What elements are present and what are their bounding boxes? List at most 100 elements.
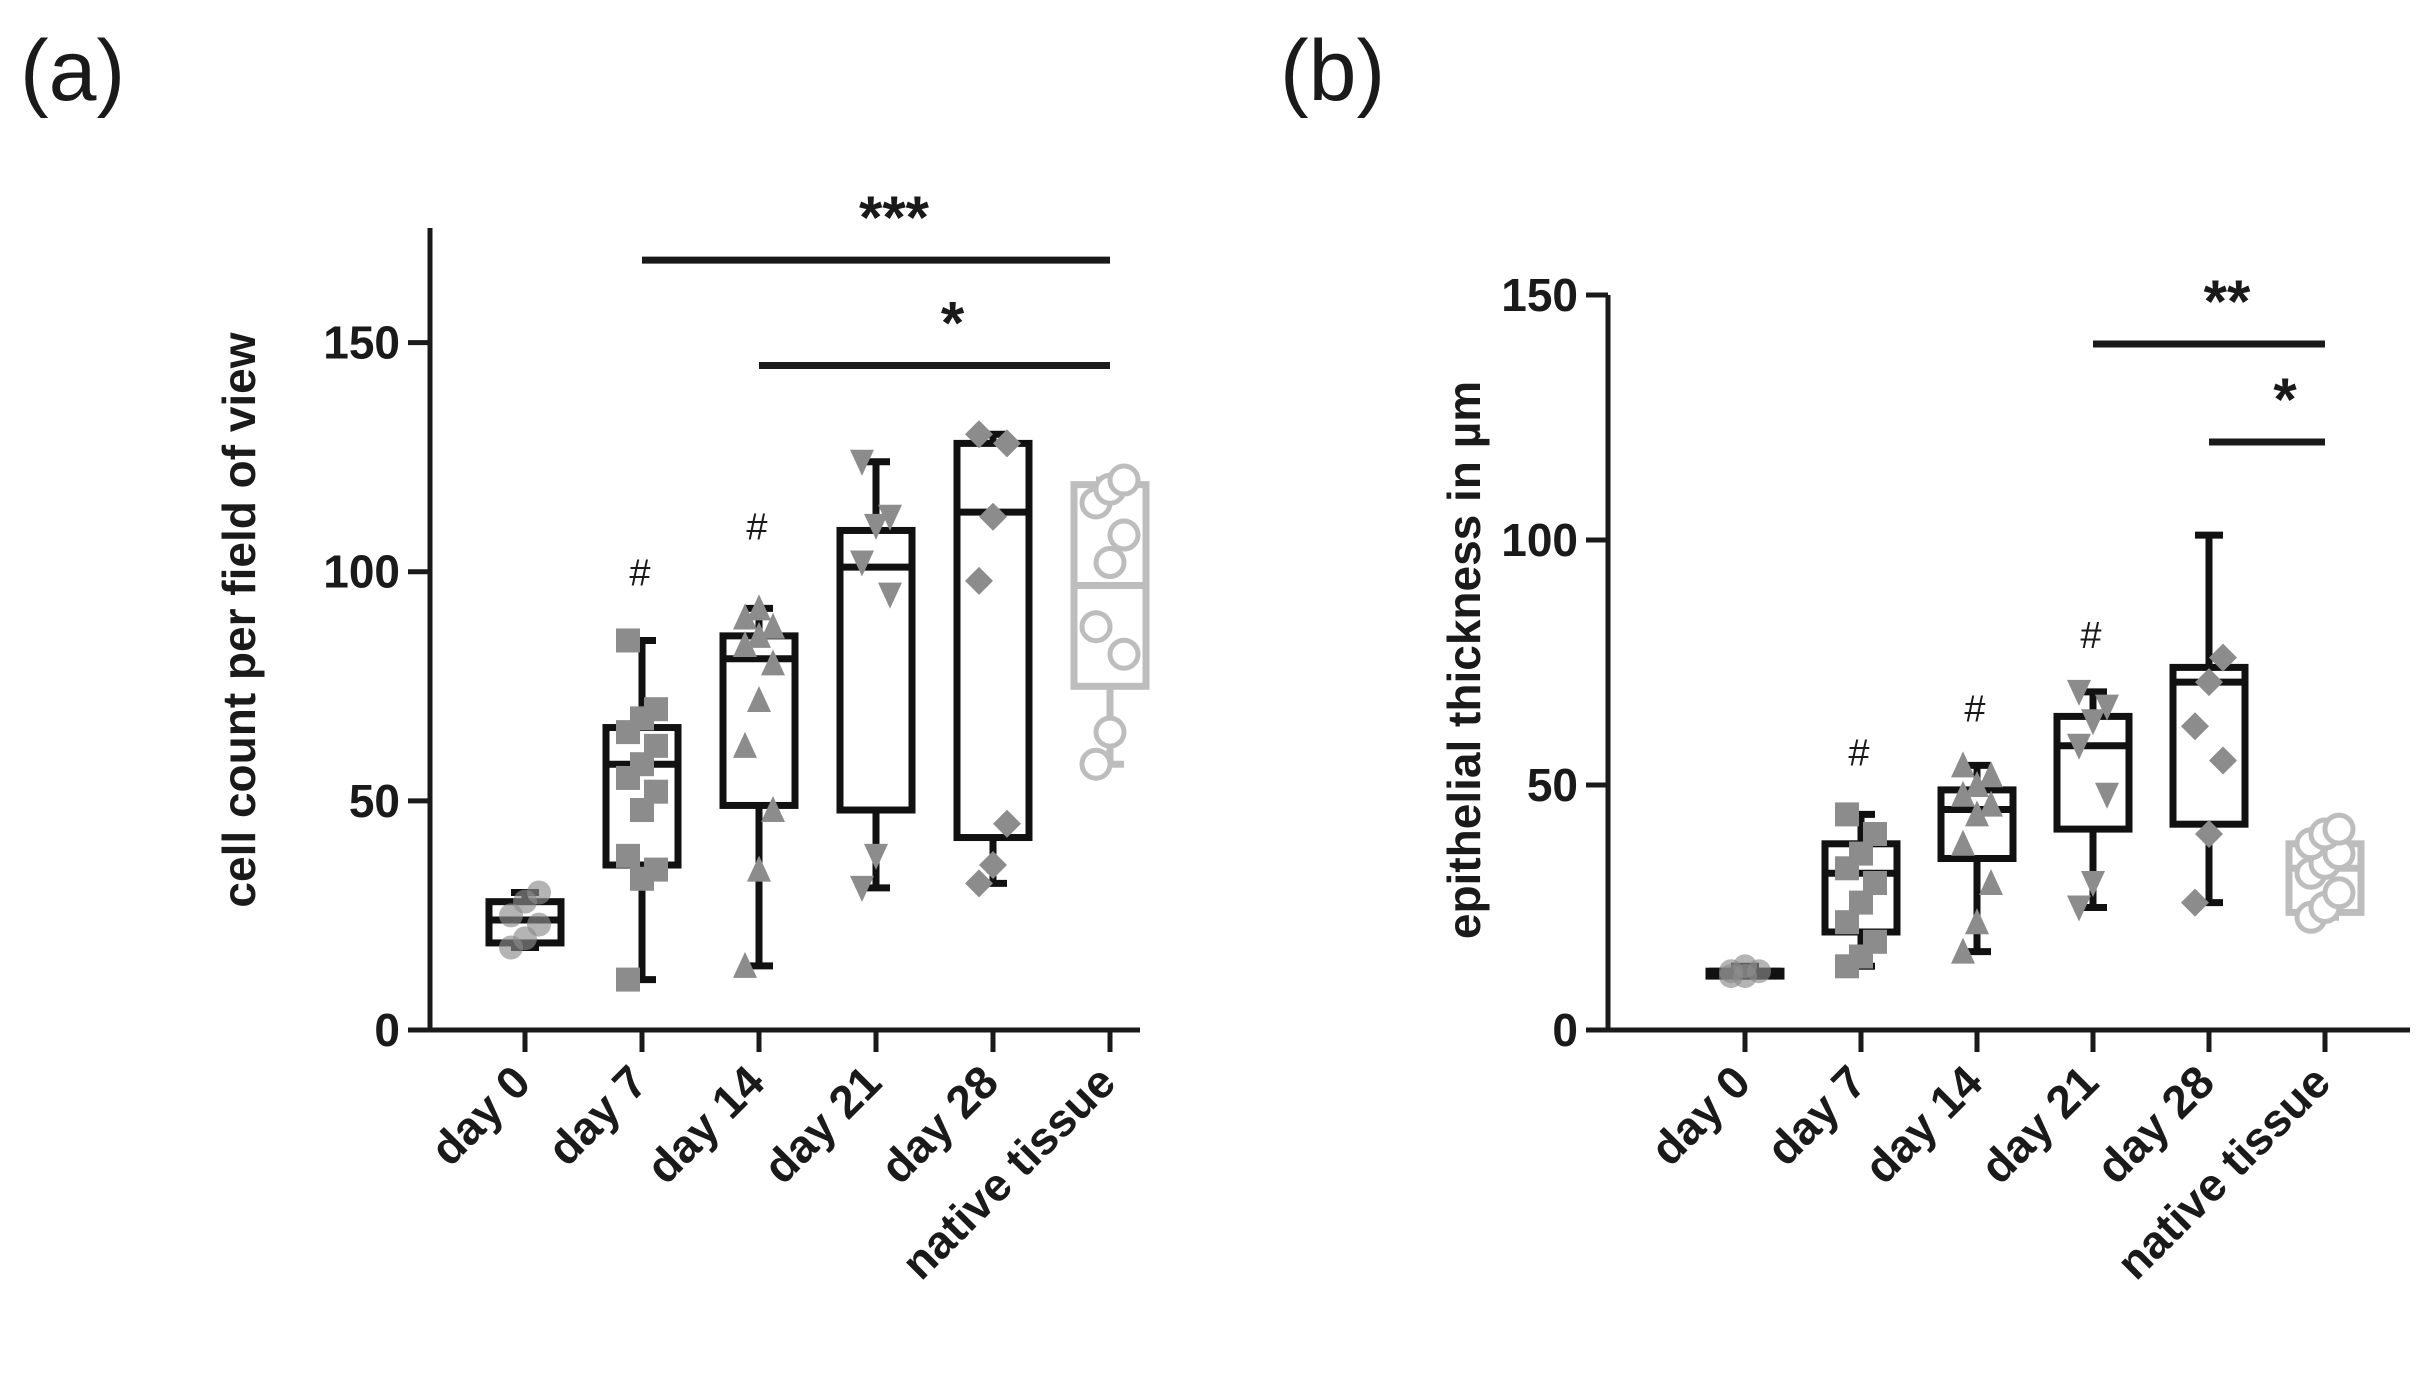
data-point — [850, 449, 874, 476]
y-tick-label: 0 — [1552, 1004, 1578, 1056]
x-tick-label: day 21 — [753, 1055, 891, 1193]
x-tick-label: day 14 — [1854, 1055, 1992, 1193]
data-point — [2081, 709, 2105, 736]
data-point — [1733, 954, 1757, 979]
data-point — [850, 875, 874, 902]
box-iqr — [953, 439, 1033, 842]
data-point — [850, 550, 874, 577]
data-point — [2209, 643, 2237, 672]
hash-mark: # — [746, 507, 767, 549]
y-tick-label: 0 — [374, 1004, 400, 1056]
data-point — [1079, 747, 1113, 781]
data-point — [1979, 790, 2003, 817]
panel-label: (a) — [20, 23, 125, 119]
x-tick-label: day 14 — [636, 1055, 774, 1193]
y-axis-label: cell count per field of view — [213, 332, 265, 907]
data-point — [1965, 908, 1989, 935]
x-tick-label: day 0 — [420, 1055, 540, 1175]
data-point — [527, 880, 551, 905]
hash-mark: # — [1848, 732, 1869, 774]
data-point — [979, 502, 1007, 531]
panel-label: (b) — [1280, 23, 1385, 119]
data-point — [1979, 869, 2003, 895]
y-tick-label: 50 — [349, 775, 400, 827]
y-tick-label: 100 — [1501, 514, 1578, 566]
data-point — [1863, 822, 1887, 846]
data-point — [1107, 518, 1141, 552]
data-point — [2209, 746, 2237, 775]
y-tick-label: 50 — [1527, 759, 1578, 811]
data-point — [644, 733, 668, 758]
data-point — [2067, 679, 2091, 706]
data-point — [761, 796, 785, 823]
significance-label: * — [2273, 366, 2297, 433]
box-iqr — [836, 526, 916, 814]
data-point — [1835, 802, 1859, 827]
hash-mark: # — [629, 552, 650, 594]
data-point — [864, 843, 888, 870]
hash-mark: # — [2080, 615, 2101, 657]
data-point — [644, 779, 668, 804]
data-point — [2067, 895, 2091, 922]
data-point — [979, 851, 1007, 880]
x-tick-label: day 21 — [1970, 1055, 2108, 1193]
data-point — [2195, 820, 2223, 848]
data-point — [878, 504, 902, 531]
data-point — [993, 429, 1021, 458]
data-point — [2322, 812, 2356, 846]
data-point — [616, 967, 640, 992]
data-point — [1863, 871, 1887, 895]
x-tick-label: day 0 — [1640, 1055, 1760, 1175]
data-point — [761, 612, 785, 639]
data-point — [1107, 637, 1141, 671]
data-point — [747, 855, 771, 882]
significance-label: *** — [859, 184, 930, 251]
data-point — [1093, 546, 1127, 580]
hash-mark: # — [1964, 688, 1985, 730]
data-point — [1107, 463, 1141, 497]
data-point — [733, 603, 757, 630]
data-point — [2181, 712, 2209, 741]
data-point — [965, 566, 993, 595]
data-point — [1079, 610, 1113, 644]
data-point — [747, 621, 771, 648]
data-point — [1965, 800, 1989, 827]
data-point — [747, 594, 771, 621]
y-tick-label: 100 — [323, 546, 400, 598]
data-point — [2095, 782, 2119, 809]
data-point — [616, 843, 640, 868]
data-point — [878, 582, 902, 609]
data-point — [747, 686, 771, 713]
data-point — [864, 513, 888, 540]
data-point — [1951, 829, 1975, 856]
y-tick-label: 150 — [323, 317, 400, 369]
data-point — [733, 631, 757, 658]
data-point — [1951, 780, 1975, 807]
significance-label: ** — [2204, 268, 2251, 335]
data-point — [2095, 694, 2119, 721]
data-point — [1965, 771, 1989, 797]
data-point — [965, 420, 993, 449]
data-point — [2081, 871, 2105, 897]
data-point — [644, 697, 668, 722]
data-point — [733, 951, 757, 978]
data-point — [527, 912, 551, 937]
data-point — [2195, 668, 2223, 697]
data-point — [965, 869, 993, 898]
y-axis-label: epithelial thickness in µm — [1438, 381, 1490, 939]
data-point — [1093, 715, 1127, 749]
significance-label: * — [941, 289, 965, 356]
data-point — [733, 731, 757, 758]
data-point — [1863, 929, 1887, 954]
data-point — [2067, 733, 2091, 760]
y-tick-label: 150 — [1501, 269, 1578, 321]
data-point — [616, 628, 640, 653]
data-point — [1979, 761, 2003, 788]
data-point — [2322, 876, 2356, 910]
data-point — [1951, 937, 1975, 964]
data-point — [2181, 888, 2209, 917]
data-point — [761, 649, 785, 676]
data-point — [993, 809, 1021, 838]
data-point — [644, 857, 668, 882]
